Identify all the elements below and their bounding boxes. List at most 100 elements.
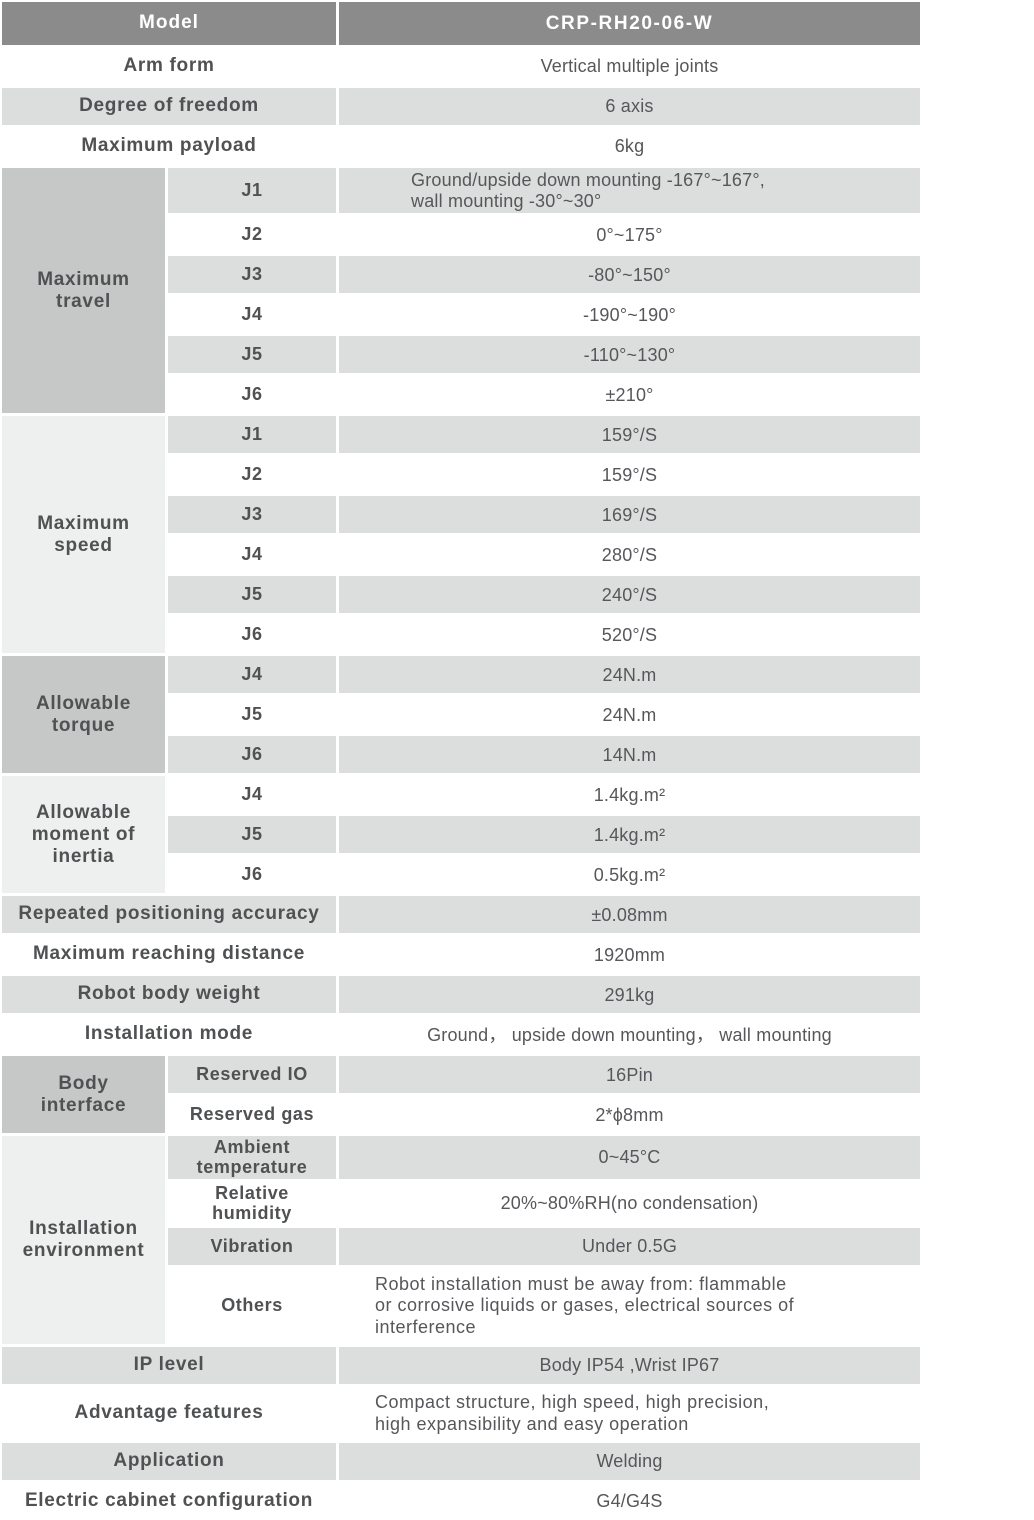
row-vibration: Vibration Under 0.5G	[168, 1228, 920, 1266]
vibration-value: Under 0.5G	[339, 1228, 920, 1266]
row-travel-j3: J3 -80°~150°	[168, 256, 920, 294]
reserved-io-label: Reserved IO	[168, 1056, 336, 1094]
model-header-label: Model	[2, 2, 336, 45]
inertia-j4-value: 1.4kg.m²	[339, 776, 920, 814]
speed-j2-label: J2	[168, 456, 336, 494]
row-speed-j5: J5 240°/S	[168, 576, 920, 614]
degree-of-freedom-label: Degree of freedom	[2, 88, 336, 125]
travel-j5-label: J5	[168, 336, 336, 374]
row-application: Application Welding	[2, 1443, 920, 1481]
torque-j6-value: 14N.m	[339, 736, 920, 774]
travel-j1-label: J1	[168, 168, 336, 214]
reserved-gas-label: Reserved gas	[168, 1096, 336, 1134]
allowable-torque-group-label: Allowable torque	[2, 656, 165, 774]
row-torque-j5: J5 24N.m	[168, 696, 920, 734]
row-ambient-temperature: Ambient temperature 0~45°C	[168, 1136, 920, 1180]
reserved-gas-value: 2*ϕ8mm	[339, 1096, 920, 1134]
body-interface-group-label: Body interface	[2, 1056, 165, 1134]
row-ip-level: IP level Body IP54 ,Wrist IP67	[2, 1347, 920, 1385]
travel-j1-value-line1: Ground/upside down mounting -167°~167°,	[411, 170, 765, 190]
inertia-j5-label: J5	[168, 816, 336, 854]
travel-j4-label: J4	[168, 296, 336, 334]
torque-j6-label: J6	[168, 736, 336, 774]
row-maximum-reaching-distance: Maximum reaching distance 1920mm	[2, 936, 920, 974]
travel-j1-value: Ground/upside down mounting -167°~167°, …	[339, 168, 920, 214]
travel-j6-value: ±210°	[339, 376, 920, 414]
row-inertia-j4: J4 1.4kg.m²	[168, 776, 920, 814]
travel-j2-label: J2	[168, 216, 336, 254]
row-speed-j4: J4 280°/S	[168, 536, 920, 574]
travel-j6-label: J6	[168, 376, 336, 414]
inertia-j4-label: J4	[168, 776, 336, 814]
travel-j1-value-line2: wall mounting -30°~30°	[411, 190, 602, 211]
maximum-speed-group-label: Maximum speed	[2, 416, 165, 654]
row-speed-j2: J2 159°/S	[168, 456, 920, 494]
row-speed-j3: J3 169°/S	[168, 496, 920, 534]
arm-form-value: Vertical multiple joints	[339, 48, 920, 85]
installation-mode-value: Ground， upside down mounting， wall mount…	[339, 1016, 920, 1054]
torque-j5-value: 24N.m	[339, 696, 920, 734]
torque-j4-label: J4	[168, 656, 336, 694]
inertia-j6-label: J6	[168, 856, 336, 894]
arm-form-label: Arm form	[2, 48, 336, 85]
advantage-features-label: Advantage features	[2, 1387, 336, 1441]
torque-j5-label: J5	[168, 696, 336, 734]
application-label: Application	[2, 1443, 336, 1481]
repeated-positioning-accuracy-label: Repeated positioning accuracy	[2, 896, 336, 934]
speed-j3-value: 169°/S	[339, 496, 920, 534]
row-travel-j4: J4 -190°~190°	[168, 296, 920, 334]
speed-j2-value: 159°/S	[339, 456, 920, 494]
ambient-temperature-label: Ambient temperature	[168, 1136, 336, 1180]
application-value: Welding	[339, 1443, 920, 1481]
robot-body-weight-label: Robot body weight	[2, 976, 336, 1014]
vibration-label: Vibration	[168, 1228, 336, 1266]
robot-body-weight-value: 291kg	[339, 976, 920, 1014]
electric-cabinet-configuration-label: Electric cabinet configuration	[2, 1483, 336, 1520]
maximum-reaching-distance-value: 1920mm	[339, 936, 920, 974]
relative-humidity-value: 20%~80%RH(no condensation)	[339, 1182, 920, 1226]
travel-j3-label: J3	[168, 256, 336, 294]
row-speed-j6: J6 520°/S	[168, 616, 920, 654]
row-torque-j4: J4 24N.m	[168, 656, 920, 694]
maximum-reaching-distance-label: Maximum reaching distance	[2, 936, 336, 974]
ip-level-value: Body IP54 ,Wrist IP67	[339, 1347, 920, 1385]
row-arm-form: Arm form Vertical multiple joints	[2, 48, 920, 85]
repeated-positioning-accuracy-value: ±0.08mm	[339, 896, 920, 934]
row-travel-j1: J1 Ground/upside down mounting -167°~167…	[168, 168, 920, 214]
section-allowable-inertia: Allowable moment of inertia J4 1.4kg.m² …	[2, 776, 920, 894]
section-maximum-speed: Maximum speed J1 159°/S J2 159°/S J3 169…	[2, 416, 920, 654]
speed-j1-value: 159°/S	[339, 416, 920, 454]
inertia-j5-value: 1.4kg.m²	[339, 816, 920, 854]
row-maximum-payload: Maximum payload 6kg	[2, 128, 920, 165]
speed-j6-label: J6	[168, 616, 336, 654]
row-reserved-io: Reserved IO 16Pin	[168, 1056, 920, 1094]
row-inertia-j5: J5 1.4kg.m²	[168, 816, 920, 854]
section-allowable-torque: Allowable torque J4 24N.m J5 24N.m J6 14…	[2, 656, 920, 774]
row-repeated-positioning-accuracy: Repeated positioning accuracy ±0.08mm	[2, 896, 920, 934]
electric-cabinet-configuration-value: G4/G4S	[339, 1483, 920, 1520]
inertia-j6-value: 0.5kg.m²	[339, 856, 920, 894]
others-value: Robot installation must be away from: fl…	[339, 1268, 920, 1345]
speed-j4-label: J4	[168, 536, 336, 574]
advantage-features-value: Compact structure, high speed, high prec…	[339, 1387, 920, 1441]
allowable-inertia-group-label: Allowable moment of inertia	[2, 776, 165, 894]
degree-of-freedom-value: 6 axis	[339, 88, 920, 125]
row-degree-of-freedom: Degree of freedom 6 axis	[2, 88, 920, 125]
maximum-payload-value: 6kg	[339, 128, 920, 165]
relative-humidity-label: Relative humidity	[168, 1182, 336, 1226]
travel-j3-value: -80°~150°	[339, 256, 920, 294]
row-advantage-features: Advantage features Compact structure, hi…	[2, 1387, 920, 1441]
section-maximum-travel: Maximum travel J1 Ground/upside down mou…	[2, 168, 920, 414]
robot-spec-table: Model CRP-RH20-06-W Arm form Vertical mu…	[2, 2, 920, 1520]
speed-j3-label: J3	[168, 496, 336, 534]
header-row: Model CRP-RH20-06-W	[2, 2, 920, 45]
row-others: Others Robot installation must be away f…	[168, 1268, 920, 1345]
ambient-temperature-value: 0~45°C	[339, 1136, 920, 1180]
travel-j2-value: 0°~175°	[339, 216, 920, 254]
speed-j1-label: J1	[168, 416, 336, 454]
row-torque-j6: J6 14N.m	[168, 736, 920, 774]
row-inertia-j6: J6 0.5kg.m²	[168, 856, 920, 894]
row-electric-cabinet-configuration: Electric cabinet configuration G4/G4S	[2, 1483, 920, 1520]
row-reserved-gas: Reserved gas 2*ϕ8mm	[168, 1096, 920, 1134]
